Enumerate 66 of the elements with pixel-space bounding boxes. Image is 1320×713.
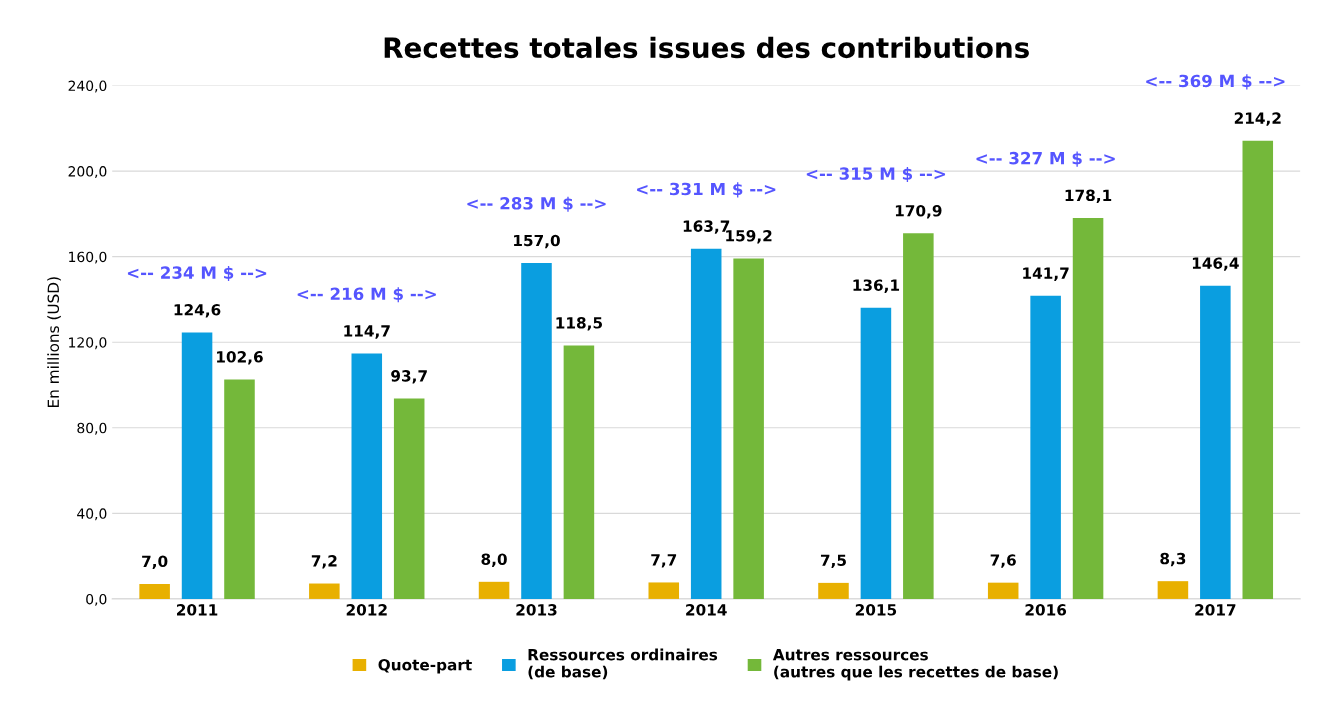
y-tick-label: 120,0	[69, 337, 107, 350]
bar	[1030, 295, 1061, 599]
annotation: <-- 369 M $ -->	[1146, 74, 1285, 90]
bar	[690, 248, 722, 599]
bar	[1200, 285, 1231, 599]
x-tick-label: 2017	[1195, 604, 1236, 616]
annotation: <-- 315 M $ -->	[806, 166, 946, 183]
y-tick-label: 40,0	[77, 508, 107, 521]
bar	[1242, 140, 1274, 599]
legend-label: Quote-part	[378, 659, 472, 674]
x-tick-label: 2013	[516, 604, 557, 616]
legend-label: Autres ressources (autres que les recettes de base)	[772, 649, 1058, 681]
bar	[309, 583, 340, 599]
y-axis-title: En millions (USD)	[47, 277, 61, 407]
annotation: <-- 283 M $ -->	[467, 196, 606, 212]
y-tick-label: 80,0	[77, 422, 107, 435]
x-tick-label: 2016	[1025, 604, 1067, 616]
bar	[1072, 217, 1104, 599]
data-label: 157,0	[514, 234, 560, 249]
data-label: 146,4	[1192, 257, 1239, 271]
bar	[351, 353, 383, 599]
data-label: 102,6	[217, 351, 263, 365]
y-tick-label: 200,0	[68, 166, 107, 179]
bar	[181, 332, 213, 599]
bar	[818, 582, 849, 599]
chart-title: Recettes totales issues des contributions	[384, 36, 1029, 59]
bar	[1157, 581, 1189, 599]
data-label: 8,3	[1160, 552, 1186, 567]
bar	[648, 582, 680, 599]
data-label: 93,7	[391, 370, 427, 384]
bar	[139, 583, 170, 599]
bar	[860, 307, 892, 599]
data-label: 178,1	[1065, 189, 1112, 204]
data-label: 141,7	[1023, 267, 1069, 281]
x-tick-label: 2012	[346, 604, 387, 616]
bar	[903, 233, 934, 599]
data-label: 214,2	[1234, 112, 1281, 126]
data-label: 7,2	[311, 555, 337, 569]
data-label: 7,7	[651, 554, 677, 568]
data-label: 7,5	[820, 554, 846, 568]
bar	[393, 398, 425, 599]
annotation: <-- 216 M $ -->	[297, 287, 436, 303]
legend-label: Ressources ordinaires (de base)	[528, 648, 718, 680]
bar	[478, 581, 510, 599]
bar	[563, 345, 595, 599]
x-tick-label: 2015	[855, 604, 897, 616]
data-label: 118,5	[556, 317, 603, 331]
data-label: 124,6	[174, 304, 221, 318]
data-label: 7,0	[142, 555, 168, 570]
bar	[521, 263, 552, 599]
y-tick-label: 160,0	[69, 251, 107, 264]
annotation: <-- 327 M $ -->	[976, 151, 1115, 167]
bar	[733, 258, 764, 599]
annotation: <-- 331 M $ -->	[637, 182, 776, 198]
data-label: 7,6	[990, 554, 1016, 568]
data-label: 136,1	[853, 279, 900, 293]
x-tick-label: 2011	[177, 604, 218, 616]
data-label: 8,0	[481, 553, 507, 567]
y-tick-label: 240,0	[68, 80, 107, 93]
annotation: <-- 234 M $ -->	[127, 266, 267, 282]
y-tick-label: 0,0	[86, 593, 107, 606]
data-label: 170,9	[895, 204, 942, 219]
bar	[224, 379, 255, 599]
x-tick-label: 2014	[686, 604, 727, 616]
bar	[987, 582, 1019, 599]
data-label: 114,7	[344, 325, 390, 339]
